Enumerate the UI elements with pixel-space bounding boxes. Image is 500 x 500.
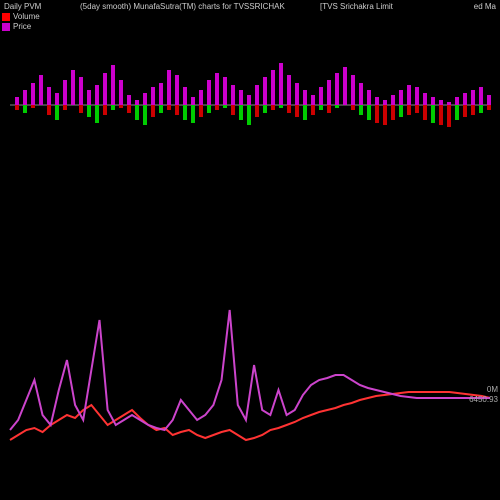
legend: Volume Price (2, 12, 40, 32)
legend-swatch-price (2, 23, 10, 31)
legend-volume: Volume (2, 12, 40, 22)
y-axis-label-price: 6450.93 (469, 395, 498, 404)
header-suffix: ed Ma (474, 2, 496, 11)
y-axis-label-0m: 0M (487, 385, 498, 394)
header-metric: Daily PVM (4, 2, 41, 11)
legend-label-price: Price (13, 22, 31, 32)
chart-header: Daily PVM (5day smooth) MunafaSutra(TM) … (0, 2, 500, 32)
legend-label-volume: Volume (13, 12, 40, 22)
header-title: (5day smooth) MunafaSutra(TM) charts for… (80, 2, 285, 11)
legend-swatch-volume (2, 13, 10, 21)
price-volume-line-chart (0, 220, 500, 480)
legend-price: Price (2, 22, 40, 32)
pvm-bar-chart (0, 35, 500, 175)
header-company: [TVS Srichakra Limit (320, 2, 393, 11)
